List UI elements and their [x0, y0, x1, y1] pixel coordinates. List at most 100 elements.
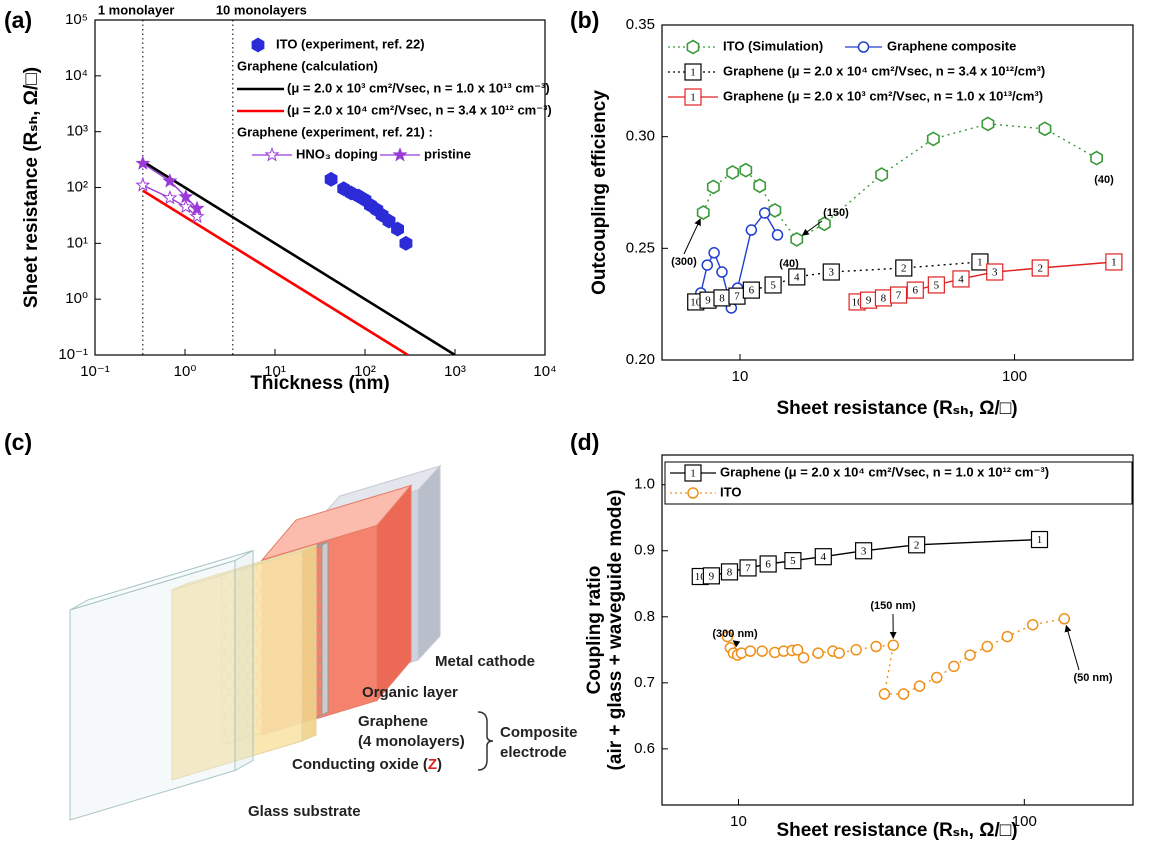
data-point [812, 647, 824, 659]
legend-label: pristine [424, 146, 471, 161]
data-point [768, 202, 782, 218]
y-tick-label: 0.35 [626, 16, 655, 33]
marker-label: 1 [1037, 534, 1043, 546]
y-tick-label: 0.6 [634, 740, 655, 757]
data-point [178, 198, 194, 214]
annotation: (300 nm) [712, 628, 758, 640]
x-tick-label: 10⁻¹ [80, 363, 110, 380]
marker-label: 8 [727, 566, 733, 578]
data-point [875, 167, 889, 183]
layer-side [417, 464, 441, 662]
y-tick-label: 1.0 [634, 476, 655, 493]
panel-label: (b) [570, 7, 599, 33]
y-tick-label: 10⁻¹ [58, 346, 88, 363]
panel-label: (d) [570, 429, 599, 455]
data-point [927, 276, 945, 294]
data-point [788, 268, 806, 286]
data-point [716, 266, 728, 278]
marker-label: 3 [992, 267, 998, 279]
chart-panel: (b) 10 100 0.20 0.25 0.30 0.35 Sheet resistance… [570, 7, 1134, 419]
data-point [162, 173, 178, 188]
x-axis-label: Sheet resistance (Rₛₕ, Ω/□) [776, 820, 1017, 841]
marker-label: 6 [765, 558, 771, 570]
data-point [758, 207, 771, 219]
legend-marker [684, 88, 702, 106]
marker-label: 4 [821, 551, 827, 563]
data-point [382, 213, 396, 229]
plot-area: 10 9 8 7 6 5 4 3 2 1 [691, 530, 1071, 700]
layer-symbol: Z [428, 756, 437, 773]
marker-label: 4 [958, 273, 964, 285]
y-tick-label: 10² [66, 178, 88, 195]
y-tick-label: 0.25 [626, 239, 655, 256]
legend-label: Graphene composite [887, 38, 1016, 53]
marker-label: 5 [934, 279, 940, 291]
data-point [971, 253, 989, 271]
data-point [739, 559, 757, 577]
marker-label: 9 [705, 295, 711, 307]
annotation: (150 nm) [870, 600, 916, 612]
x-tick-label: 10⁰ [174, 363, 197, 380]
y-axis-label: Coupling ratio [584, 566, 605, 695]
data-point [931, 671, 943, 684]
data-point [791, 644, 804, 656]
layer-face [171, 550, 303, 781]
data-point [764, 276, 782, 294]
data-point [897, 688, 910, 700]
panel-label: (a) [4, 7, 32, 33]
marker-label: 2 [901, 263, 907, 275]
data-point [706, 179, 720, 195]
data-point [1038, 121, 1052, 137]
marker-label: 9 [866, 295, 872, 307]
legend-label: ITO (experiment, ref. 22) [276, 36, 425, 51]
layer-label-part: Conducting oxide ( [292, 756, 428, 773]
layer-side [321, 541, 329, 716]
marker-label: 1 [977, 256, 983, 268]
data-point [850, 644, 862, 656]
annotation-arrow [1064, 624, 1080, 671]
data-point [1030, 530, 1049, 549]
marker-label: 6 [913, 285, 919, 297]
legend-marker [251, 37, 265, 53]
layer-label: Conducting oxide (Z) [292, 756, 442, 773]
data-point [1058, 613, 1071, 625]
marker-label: 7 [734, 291, 740, 303]
reference-label: 10 monolayers [216, 2, 307, 17]
legend-marker [857, 41, 870, 53]
chart-panel: (a) 1 monolayer 10 monolayers 10⁻¹ 10⁰ 10¹ 10²… [4, 2, 557, 394]
y-tick-label: 10³ [66, 123, 88, 140]
data-point [908, 536, 926, 554]
annotation-arrow [683, 218, 701, 255]
data-point [790, 231, 804, 247]
x-tick-label: 10 [732, 368, 749, 385]
marker-label: 8 [881, 292, 887, 304]
legend-label: Graphene (μ = 2.0 x 10⁴ cm²/Vsec, n = 3.… [723, 63, 1045, 78]
data-point [759, 555, 777, 573]
data-point [1001, 630, 1014, 643]
y-tick-label: 0.9 [634, 542, 655, 559]
marker-label: 4 [794, 271, 800, 283]
marker-label: 2 [1037, 263, 1043, 275]
data-point [739, 162, 753, 178]
data-point [399, 235, 413, 251]
marker-label: 1 [690, 67, 696, 79]
x-axis-label: Thickness (nm) [250, 373, 389, 394]
marker-label: 6 [749, 285, 755, 297]
layer-label: Glass substrate [248, 803, 361, 820]
plot-frame [661, 24, 1134, 361]
legend-label: ITO [720, 484, 741, 499]
y-tick-label: 0.30 [626, 128, 655, 145]
data-point [784, 552, 802, 570]
data-point [822, 263, 840, 281]
plot-area [135, 155, 456, 355]
panel-label: (c) [4, 429, 32, 455]
legend-label: Graphene (μ = 2.0 x 10⁴ cm²/Vsec, n = 1.… [720, 464, 1049, 479]
legend-label: Graphene (μ = 2.0 x 10³ cm²/Vsec, n = 1.… [723, 88, 1043, 103]
data-point [742, 281, 760, 299]
legend-header: Graphene (calculation) [237, 58, 378, 73]
data-point [324, 171, 338, 187]
marker-label: 9 [709, 570, 715, 582]
data-point [771, 229, 784, 241]
data-point [708, 247, 720, 259]
data-point [814, 548, 832, 566]
